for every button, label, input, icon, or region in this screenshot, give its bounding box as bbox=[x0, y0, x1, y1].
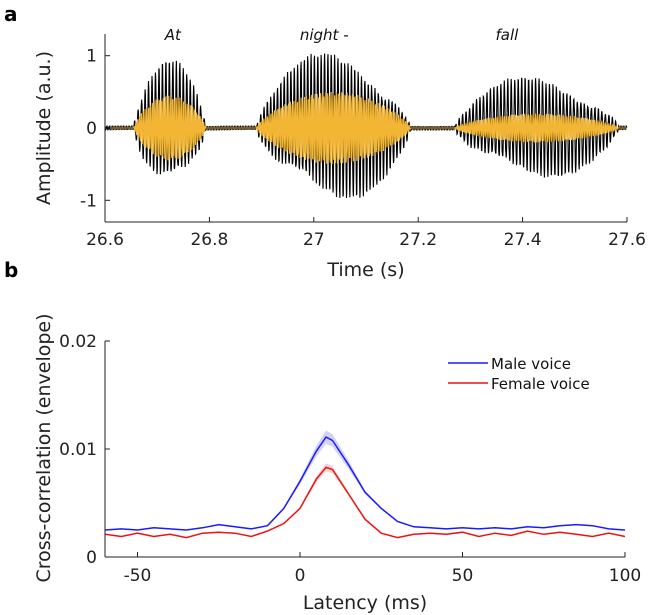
panel-b: -50 0 50 100 0 0.01 0.02 Latency (ms) Cross-c… bbox=[33, 313, 641, 614]
x-tick-label: 27.2 bbox=[399, 230, 437, 250]
y-tick-label: 0 bbox=[86, 119, 97, 139]
word-label: At bbox=[164, 26, 182, 44]
y-tick-label-b: 0.01 bbox=[59, 440, 97, 460]
y-axis-label: Amplitude (a.u.) bbox=[33, 51, 55, 205]
correlation-plot-area bbox=[104, 430, 626, 539]
panel-b-label: b bbox=[4, 258, 18, 282]
x-tick-label-b: 100 bbox=[609, 566, 641, 586]
series-line-female bbox=[104, 466, 626, 539]
x-axis-label: Time (s) bbox=[326, 259, 404, 281]
y-tick-label: -1 bbox=[80, 191, 97, 211]
x-tick-label-b: 0 bbox=[295, 566, 306, 586]
x-tick-label-b: -50 bbox=[124, 566, 152, 586]
x-tick-label: 27.4 bbox=[504, 230, 542, 250]
series-shade-1 bbox=[105, 463, 625, 538]
x-tick-label: 27 bbox=[303, 230, 325, 250]
word-label: fall bbox=[496, 26, 520, 44]
x-tick-label: 27.6 bbox=[608, 230, 646, 250]
y-tick-label-b: 0 bbox=[86, 548, 97, 568]
y-axis-label-b: Cross-correlation (envelope) bbox=[33, 313, 55, 582]
panel-a: 26.6 26.8 27 27.2 27.4 27.6 1 0 -1 At night - fal… bbox=[33, 26, 646, 281]
x-tick-label: 26.8 bbox=[190, 230, 228, 250]
x-tick-label-b: 50 bbox=[452, 566, 474, 586]
legend: Male voice Female voice bbox=[448, 355, 590, 393]
legend-label-male: Male voice bbox=[491, 355, 571, 373]
waveform-plot-area bbox=[104, 53, 628, 199]
series-shade-0 bbox=[105, 430, 625, 530]
legend-label-female: Female voice bbox=[491, 375, 590, 393]
word-label: night - bbox=[300, 26, 349, 44]
panel-a-label: a bbox=[4, 2, 18, 26]
y-tick-label: 1 bbox=[86, 47, 97, 67]
y-tick-label-b: 0.02 bbox=[59, 332, 97, 352]
x-axis-label-b: Latency (ms) bbox=[303, 592, 427, 614]
x-tick-label: 26.6 bbox=[86, 230, 124, 250]
filtered-line bbox=[105, 91, 627, 165]
series-line-male bbox=[104, 436, 626, 531]
